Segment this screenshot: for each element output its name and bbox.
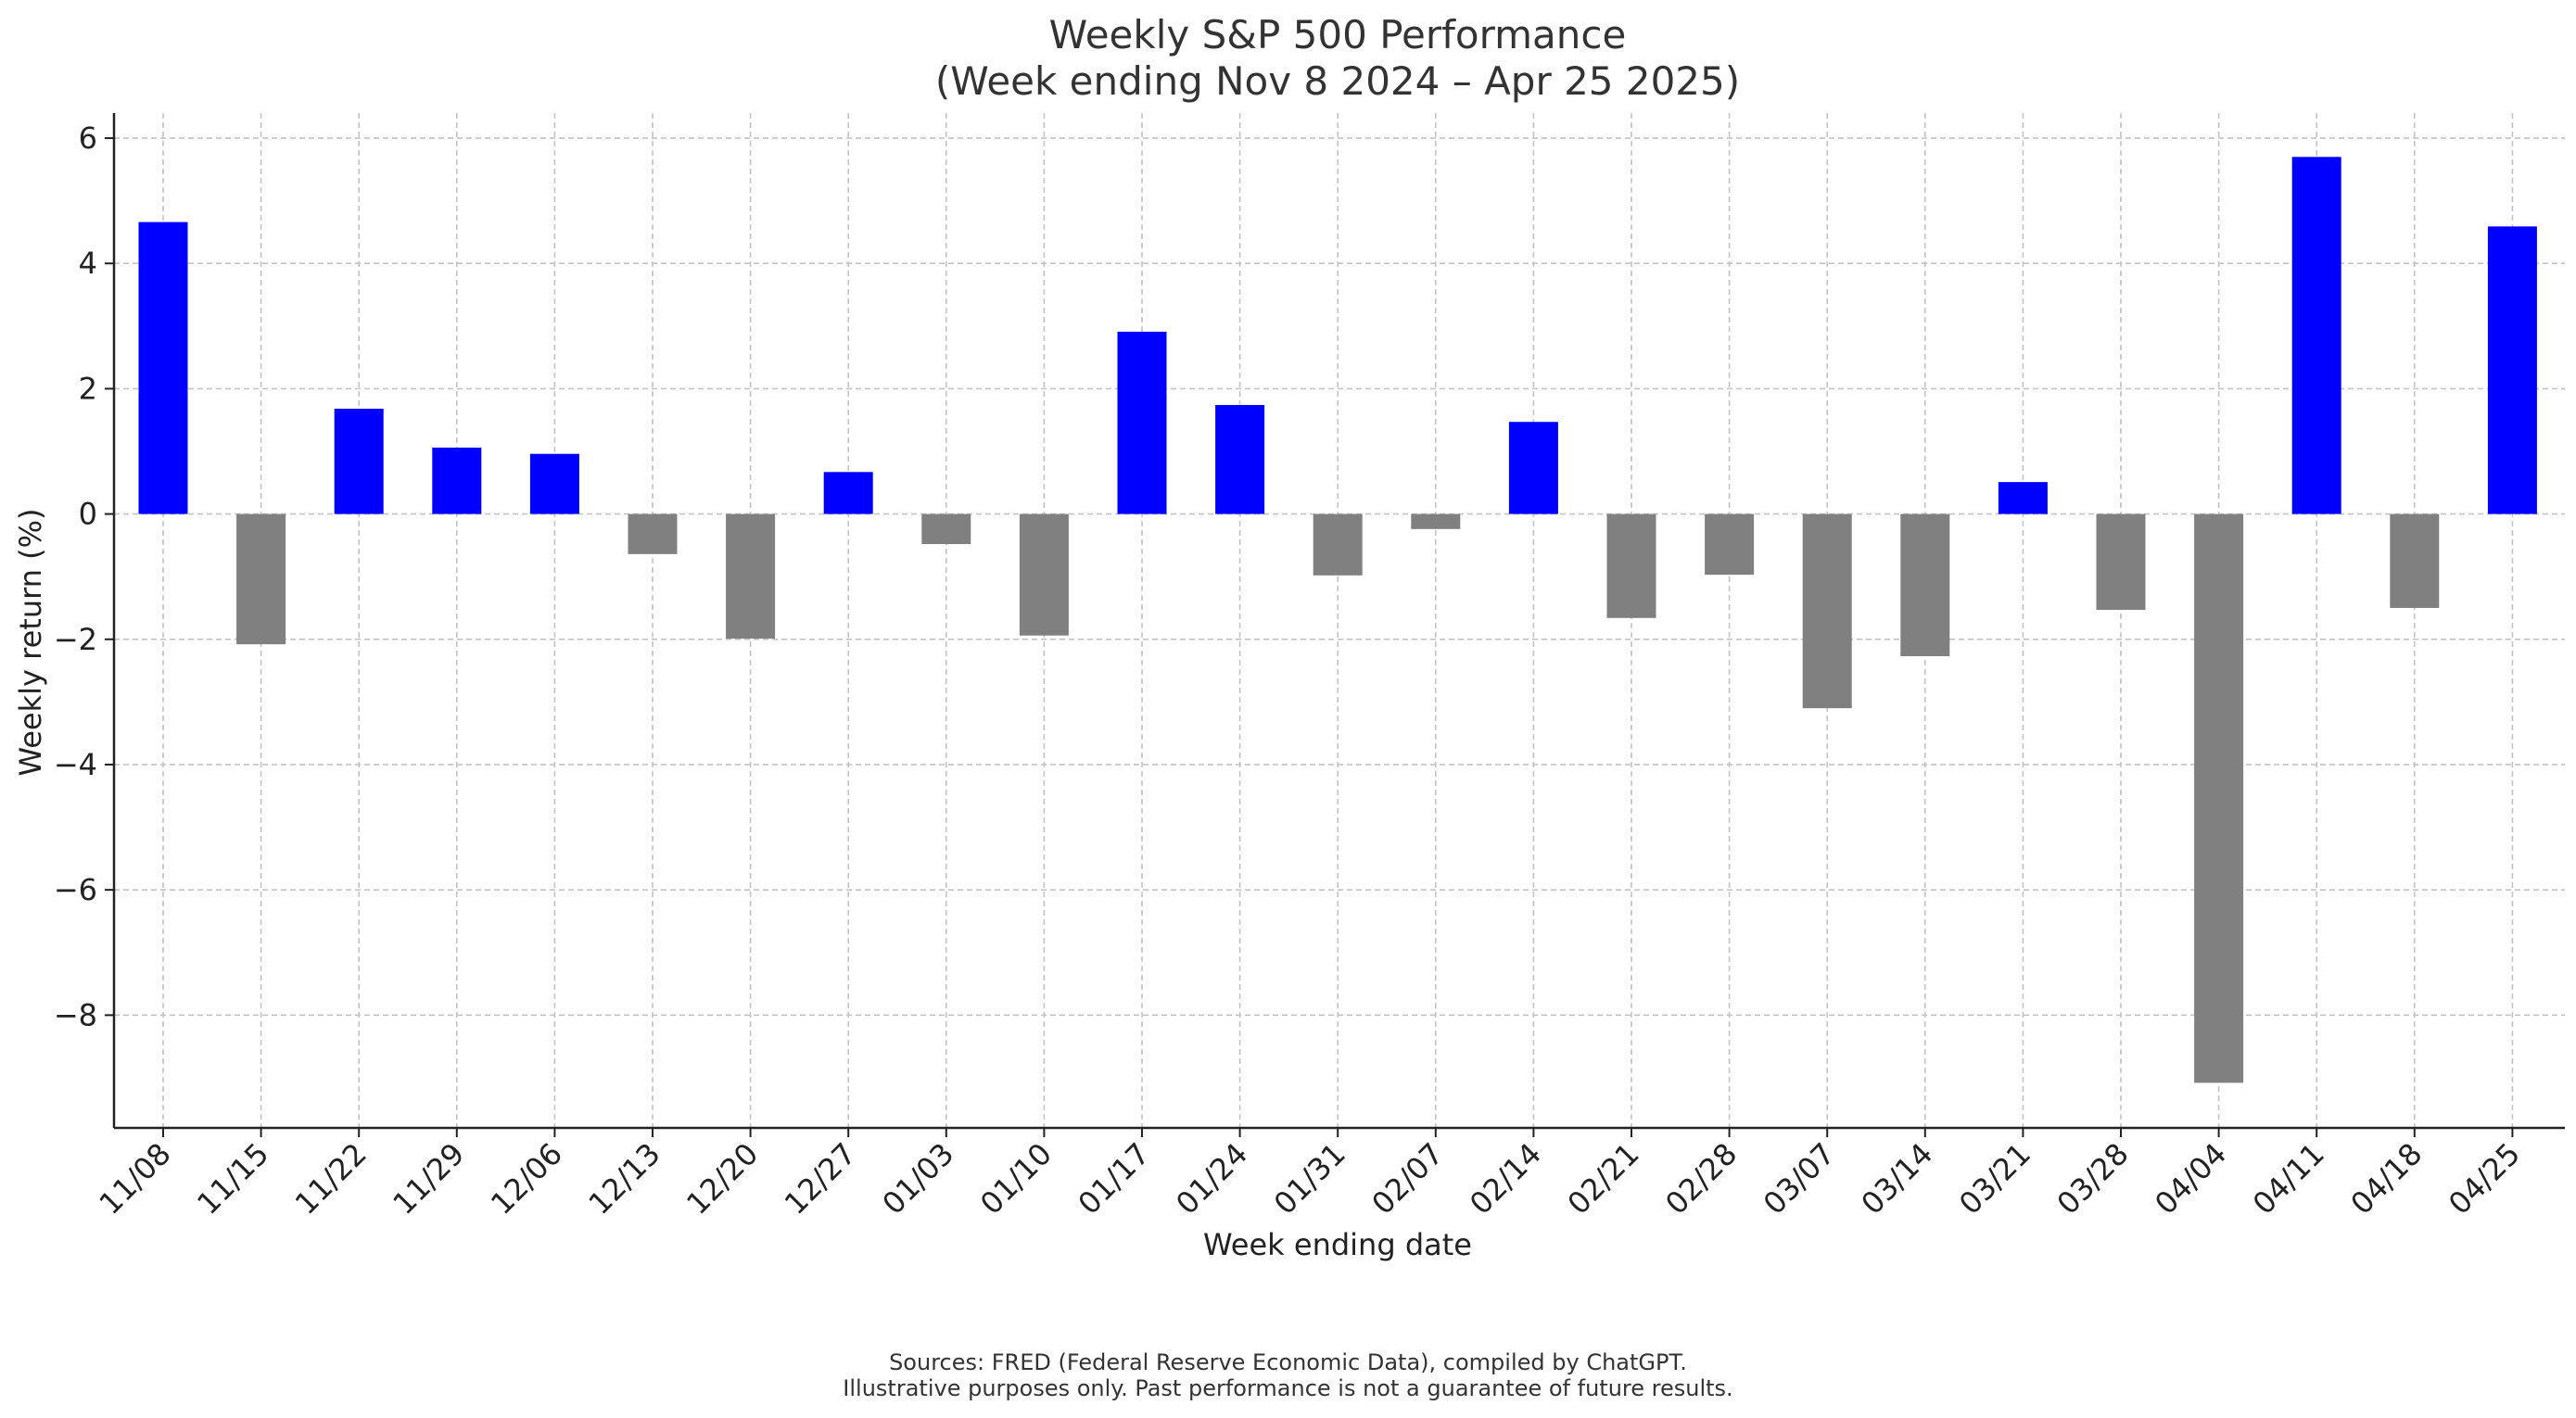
x-axis-label: Week ending date [1203, 1227, 1472, 1262]
x-tick-label: 02/21 [1561, 1136, 1646, 1222]
bar-04-25 [2487, 226, 2537, 514]
bar-02-14 [1508, 422, 1558, 514]
x-tick-label: 12/20 [679, 1136, 765, 1222]
bar-04-11 [2291, 157, 2341, 514]
x-tick-label: 11/22 [288, 1136, 374, 1222]
bar-04-04 [2194, 513, 2244, 1083]
bar-11-29 [432, 447, 482, 514]
footnote-disclaimer: Illustrative purposes only. Past perform… [843, 1375, 1733, 1401]
footnote-sources: Sources: FRED (Federal Reserve Economic … [889, 1349, 1687, 1375]
bar-12-13 [628, 513, 678, 554]
bars [138, 157, 2537, 1083]
x-tick-label: 12/27 [778, 1136, 863, 1222]
x-tick-label: 04/04 [2148, 1136, 2233, 1222]
x-tick-label: 11/29 [386, 1136, 471, 1222]
bar-04-18 [2390, 513, 2440, 608]
y-tick-label: 2 [79, 371, 97, 406]
x-tick-label: 11/08 [93, 1136, 178, 1222]
chart-title-line2: (Week ending Nov 8 2024 – Apr 25 2025) [935, 58, 1740, 104]
x-tick-label: 04/11 [2246, 1136, 2331, 1222]
bar-01-10 [1019, 513, 1069, 636]
x-ticks: 11/08 11/15 11/22 11/29 12/06 12/13 12/20 12/27… [93, 1128, 2527, 1222]
x-tick-label: 12/06 [484, 1136, 569, 1222]
axes [112, 113, 2565, 1130]
bar-03-07 [1802, 513, 1852, 709]
x-tick-label: 01/24 [1169, 1136, 1254, 1222]
y-ticks: 6 4 2 0 −2 −4 −6 −8 [54, 120, 114, 1032]
x-tick-label: 02/07 [1364, 1136, 1450, 1222]
y-tick-label: 6 [79, 120, 97, 156]
bar-02-07 [1411, 513, 1461, 529]
y-tick-label: 0 [79, 497, 97, 532]
bar-11-22 [334, 409, 384, 514]
x-tick-label: 01/17 [1072, 1136, 1157, 1222]
y-tick-label: −4 [54, 747, 97, 782]
bar-03-14 [1900, 513, 1950, 657]
x-tick-label: 03/28 [2050, 1136, 2136, 1222]
bar-01-17 [1117, 331, 1167, 514]
bar-02-21 [1606, 513, 1656, 618]
y-tick-label: −2 [54, 622, 97, 657]
x-tick-label: 01/03 [875, 1136, 960, 1222]
x-tick-label: 12/13 [582, 1136, 667, 1222]
x-tick-label: 03/21 [1952, 1136, 2037, 1222]
x-tick-label: 04/18 [2343, 1136, 2429, 1222]
x-tick-label: 03/07 [1757, 1136, 1842, 1222]
bar-12-20 [726, 513, 776, 639]
x-tick-label: 01/10 [973, 1136, 1059, 1222]
x-tick-label: 11/15 [190, 1136, 275, 1222]
y-tick-label: 4 [79, 246, 97, 281]
bar-11-08 [138, 222, 188, 514]
bar-03-21 [1998, 482, 2048, 514]
bar-11-15 [236, 513, 286, 645]
x-tick-label: 04/25 [2442, 1136, 2527, 1222]
x-tick-label: 02/14 [1463, 1136, 1548, 1222]
bar-12-27 [823, 472, 873, 514]
x-tick-label: 03/14 [1854, 1136, 1939, 1222]
chart-title-line1: Weekly S&P 500 Performance [1049, 12, 1627, 57]
x-tick-label: 01/31 [1267, 1136, 1352, 1222]
y-tick-label: −6 [54, 872, 97, 907]
bar-01-31 [1313, 513, 1363, 576]
bar-03-28 [2096, 513, 2146, 611]
bar-01-24 [1215, 404, 1265, 514]
y-axis-label: Weekly return (%) [13, 508, 48, 776]
bar-12-06 [529, 453, 579, 514]
y-tick-label: −8 [54, 997, 97, 1032]
bar-02-28 [1705, 513, 1755, 576]
x-tick-label: 02/28 [1658, 1136, 1744, 1222]
bar-01-03 [921, 513, 971, 545]
